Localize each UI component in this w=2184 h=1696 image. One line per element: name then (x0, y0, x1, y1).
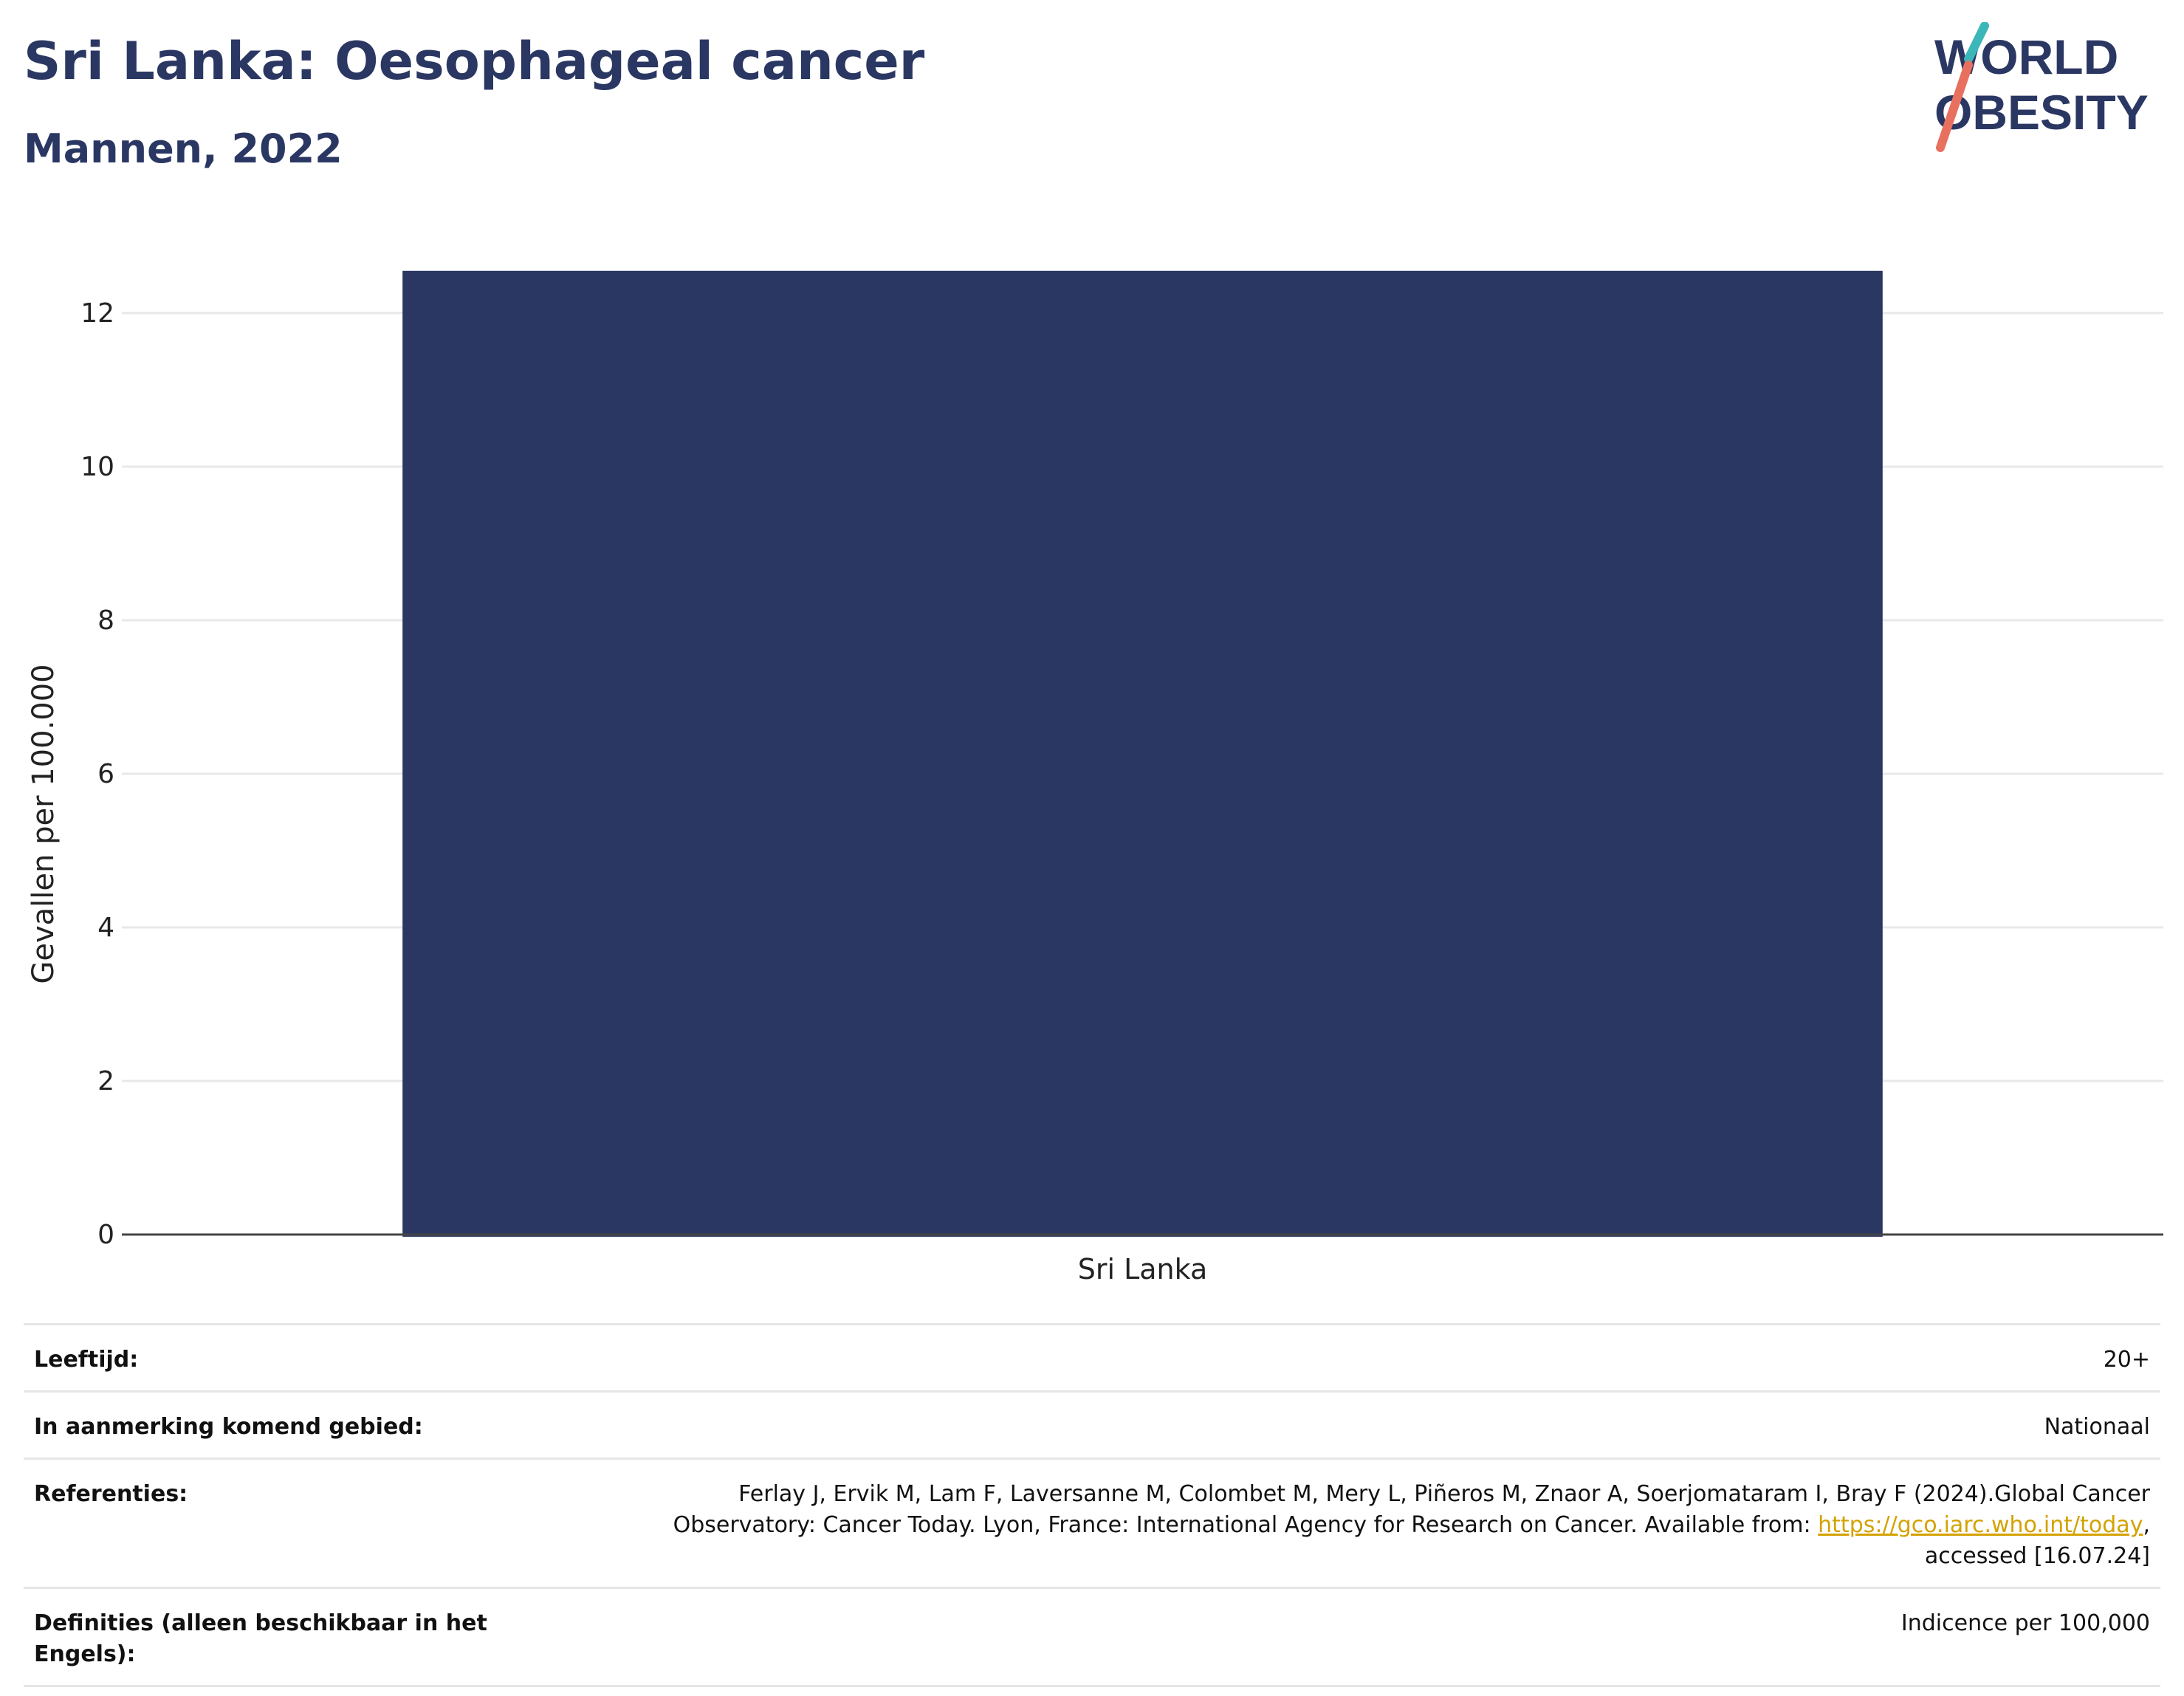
page-title: Sri Lanka: Oesophageal cancer (24, 31, 925, 92)
y-tick-label: 6 (97, 759, 114, 789)
reference-text: Ferlay J, Ervik M, Lam F, Laversanne M, … (673, 1481, 2150, 1538)
y-tick-label: 8 (97, 605, 114, 636)
meta-key: Definities (alleen beschikbaar in het En… (34, 1610, 487, 1667)
y-axis-label: Gevallen per 100.000 (27, 664, 61, 983)
meta-key: In aanmerking komend gebied: (34, 1414, 423, 1440)
bar (402, 270, 1883, 1237)
meta-row-references: Referenties: Ferlay J, Ervik M, Lam F, L… (24, 1458, 2160, 1587)
metadata-table: Leeftijd: 20+ In aanmerking komend gebie… (24, 1323, 2160, 1687)
y-tick-label: 2 (97, 1066, 114, 1096)
world-obesity-logo: WORLD OBESITY (1934, 22, 2149, 152)
reference-accessed: , accessed [16.07.24] (1924, 1512, 2150, 1569)
meta-key: Leeftijd: (34, 1347, 139, 1373)
bar-chart: 0 2 4 6 8 10 12 Sri Lanka Gevallen per 100.000 (27, 270, 2163, 1285)
meta-row-definitions: Definities (alleen beschikbaar in het En… (24, 1587, 2160, 1687)
logo-line-2: OBESITY (1934, 85, 2149, 140)
meta-row-area: In aanmerking komend gebied: Nationaal (24, 1390, 2160, 1458)
meta-value: Ferlay J, Ervik M, Lam F, Laversanne M, … (600, 1479, 2150, 1572)
meta-value: Nationaal (2044, 1414, 2150, 1440)
meta-value: Indicence per 100,000 (1900, 1610, 2150, 1636)
meta-row-age: Leeftijd: 20+ (24, 1323, 2160, 1390)
page-subtitle: Mannen, 2022 (24, 126, 343, 172)
logo-coral-slash (1936, 61, 1973, 152)
logo-teal-slash (1964, 22, 1989, 63)
meta-value: 20+ (2103, 1347, 2150, 1373)
meta-key: Referenties: (34, 1481, 188, 1507)
y-tick-label: 4 (97, 913, 114, 943)
y-tick-label: 10 (80, 452, 114, 482)
y-tick-label: 12 (80, 298, 114, 329)
x-tick-label: Sri Lanka (1078, 1253, 1208, 1285)
y-tick-label: 0 (97, 1220, 114, 1250)
reference-link[interactable]: https://gco.iarc.who.int/today (1818, 1512, 2143, 1538)
